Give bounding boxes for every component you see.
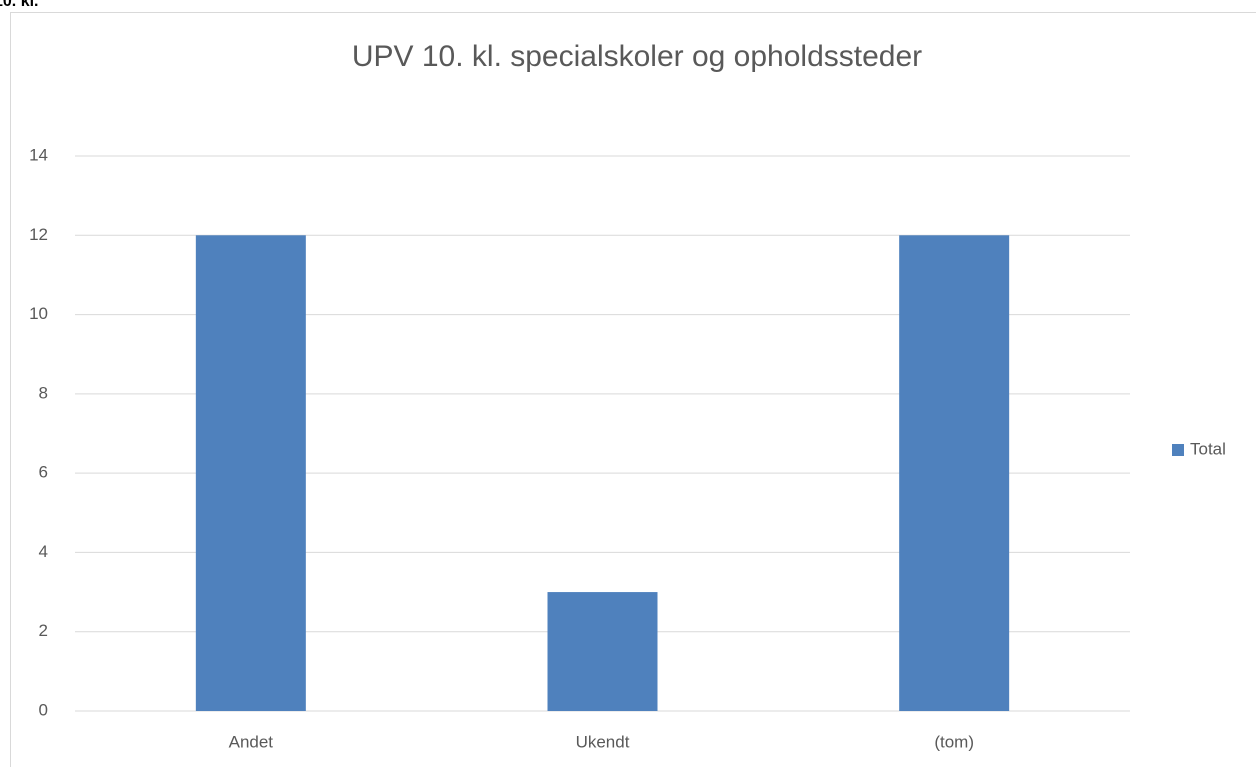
x-tick-label: Ukendt <box>576 732 630 751</box>
y-tick-label: 0 <box>39 700 48 719</box>
legend-swatch <box>1172 444 1184 456</box>
x-tick-label: (tom) <box>934 732 974 751</box>
y-tick-label: 14 <box>29 145 48 164</box>
y-tick-label: 6 <box>39 463 48 482</box>
bar <box>547 592 658 711</box>
y-tick-label: 2 <box>39 621 48 640</box>
y-tick-label: 10 <box>29 304 48 323</box>
chart-title: UPV 10. kl. specialskoler og opholdssted… <box>352 40 922 73</box>
x-tick-label: Andet <box>229 732 274 751</box>
bar <box>195 235 306 712</box>
chart-frame <box>10 12 1256 767</box>
y-tick-label: 8 <box>39 383 48 402</box>
y-tick-label: 12 <box>29 225 48 244</box>
bar <box>899 235 1010 712</box>
legend-label: Total <box>1190 439 1226 458</box>
page-header: 10. kl. <box>0 0 38 10</box>
y-tick-label: 4 <box>39 542 48 561</box>
